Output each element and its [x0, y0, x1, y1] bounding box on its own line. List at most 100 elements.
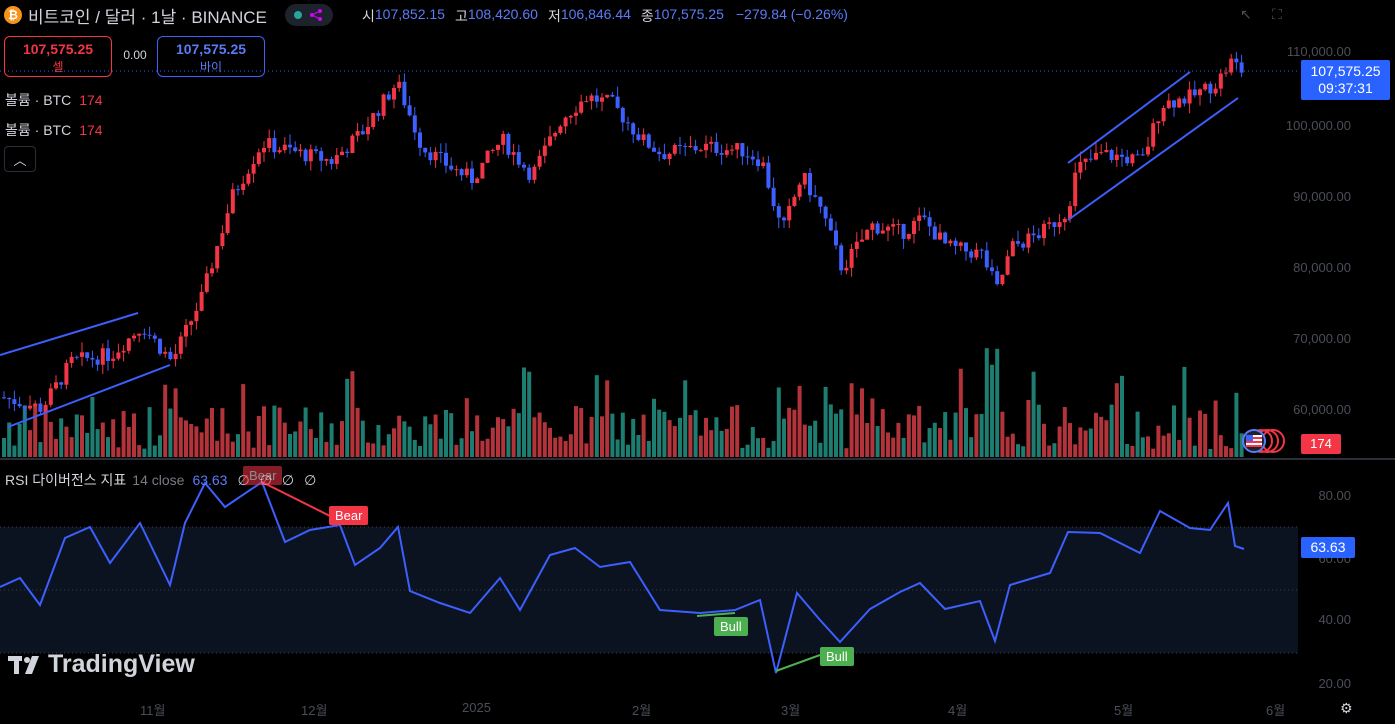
volume-legend-1[interactable]: 볼륨 · BTC 174 [5, 92, 103, 108]
candle-body [865, 229, 870, 240]
candle-body [142, 333, 147, 335]
candle-body [938, 232, 942, 240]
candle-body [225, 213, 230, 234]
volume-bar [210, 408, 214, 457]
candle-body [168, 351, 173, 360]
candle-body [506, 133, 511, 155]
buy-button[interactable]: 107,575.25 바이 [157, 36, 265, 77]
volume-bar [371, 443, 376, 457]
candle-body [813, 195, 818, 197]
candle-body [43, 404, 48, 412]
candle-body [1135, 154, 1140, 156]
volume-bar [366, 442, 370, 457]
candle-body [750, 156, 755, 160]
volume-bar [215, 440, 220, 457]
volume-bar [12, 445, 17, 457]
candle-body [958, 242, 963, 246]
volume-bar [194, 426, 199, 457]
candle-body [844, 267, 849, 271]
volume-bar [948, 439, 953, 457]
candle-body [1088, 158, 1093, 160]
volume-bar [589, 416, 594, 457]
volume-bar [298, 421, 303, 457]
spread-value: 0.00 [123, 48, 147, 62]
candle-body [1192, 89, 1197, 96]
collapse-legend-button[interactable]: ︿ [4, 146, 36, 172]
volume-bar [605, 380, 610, 457]
volume-bar [641, 414, 646, 457]
bull-divergence-line-1 [696, 612, 736, 617]
channel-line-lower-left [7, 364, 171, 428]
candle-body [480, 162, 485, 179]
volume-bar [1000, 411, 1005, 457]
volume-bar [600, 416, 604, 457]
candle-body [22, 406, 27, 409]
candle-body [886, 226, 890, 231]
volume-bar [1099, 416, 1104, 457]
volume-bar [428, 424, 433, 457]
candle-body [111, 358, 116, 361]
sell-button[interactable]: 107,575.25 셀 [4, 36, 112, 77]
volume-bar [1031, 371, 1036, 457]
fullscreen-icon[interactable]: ⛶ [1272, 6, 1282, 22]
candle-body [698, 150, 703, 152]
candle-body [1198, 89, 1202, 96]
price-axis-label: 90,000.00 [1293, 189, 1351, 204]
volume-bar [932, 422, 937, 457]
candle-body [173, 353, 178, 360]
volume-bar [522, 367, 526, 457]
volume-bar [168, 408, 173, 457]
volume-bar [199, 432, 204, 457]
candle-body [12, 399, 17, 405]
candle-body [574, 112, 578, 116]
cursor-icon[interactable]: ↖ [1240, 6, 1252, 22]
volume-bar [740, 447, 745, 457]
volume-bar [1146, 436, 1150, 457]
economic-events-badge[interactable] [1233, 428, 1285, 454]
candle-body [906, 233, 911, 239]
volume-bar [54, 438, 58, 457]
volume-bar [277, 407, 282, 457]
volume-bar [662, 411, 667, 457]
candle-body [896, 224, 901, 226]
candle-body [1130, 154, 1135, 164]
candle-body [953, 240, 958, 246]
candle-body [246, 173, 251, 184]
candle-body [475, 178, 480, 184]
volume-bar [43, 407, 48, 457]
candle-body [100, 348, 105, 365]
candle-body [730, 149, 734, 151]
volume-bar [256, 416, 261, 457]
volume-bar [1078, 427, 1083, 457]
volume-bar [126, 427, 131, 457]
volume-bar [657, 409, 662, 457]
candle-body [230, 189, 235, 214]
candle-body [1047, 222, 1052, 224]
volume-legend-2[interactable]: 볼륨 · BTC 174 [5, 122, 103, 138]
candle-body [324, 159, 329, 161]
volume-bar [667, 420, 672, 457]
symbol-title[interactable]: 비트코인 / 달러 · 1날 · BINANCE [28, 7, 267, 27]
volume-bar [85, 432, 90, 457]
volume-bar [958, 368, 963, 457]
candle-body [1224, 72, 1228, 74]
settings-icon[interactable]: ⚙ [1340, 700, 1353, 716]
candle-body [54, 382, 58, 389]
symbol-header[interactable]: ₿ 비트코인 / 달러 · 1날 · BINANCE [4, 4, 333, 27]
candle-body [236, 189, 240, 191]
candle-body [1083, 158, 1088, 162]
candle-body [256, 152, 261, 165]
volume-bar [709, 430, 714, 457]
volume-bar [282, 422, 287, 457]
candle-body [1187, 89, 1192, 104]
candle-body [1203, 83, 1208, 90]
volume-bar [1088, 428, 1093, 457]
candle-body [714, 141, 719, 153]
market-status-pill[interactable] [284, 4, 333, 26]
volume-bar [594, 375, 599, 457]
volume-bar [678, 417, 682, 457]
candle-body [329, 159, 334, 164]
volume-bar [1229, 448, 1234, 457]
candle-body [340, 151, 344, 156]
